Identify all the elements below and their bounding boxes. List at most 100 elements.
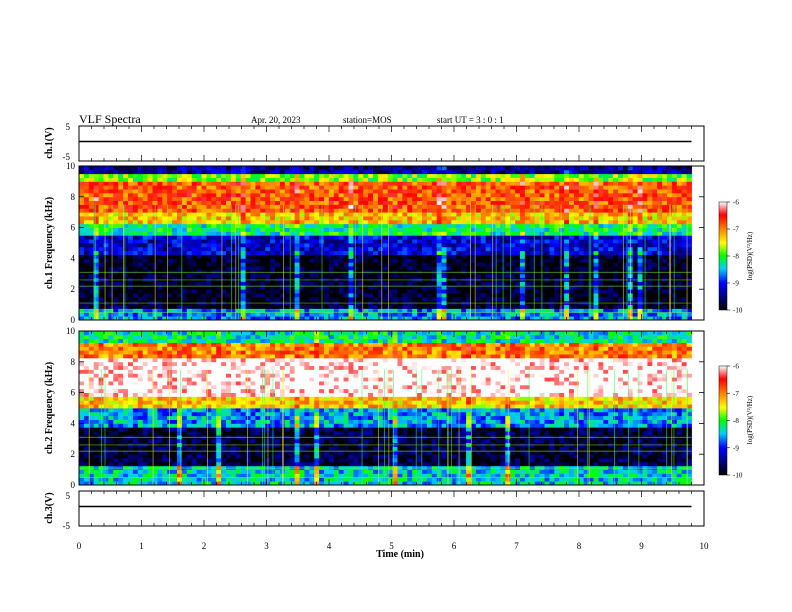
spectrogram-cell: [181, 273, 188, 279]
spectrogram-cell: [132, 208, 139, 213]
spectrogram-cell: [412, 262, 418, 267]
spectrogram-cell: [79, 289, 85, 294]
spectrogram-cell: [226, 200, 232, 205]
spectrogram-cell: [559, 304, 565, 309]
spectrogram-cell: [113, 196, 119, 202]
spectrogram-cell: [368, 235, 374, 240]
spectrogram-cell: [608, 281, 614, 286]
spectrogram-cell: [471, 219, 477, 225]
spectrogram-cell: [431, 296, 438, 302]
spectrogram-cell: [613, 243, 619, 248]
spectrogram-cell: [515, 219, 521, 225]
spectrogram-cell: [275, 227, 281, 232]
spectrogram-cell: [377, 231, 384, 236]
spectrogram-cell: [275, 200, 281, 205]
spectrogram-cell: [211, 235, 217, 240]
spectrogram-cell: [118, 231, 124, 236]
spectrogram-cell: [534, 200, 540, 205]
spectrogram-cell: [196, 212, 202, 217]
spectrogram-cell: [118, 266, 124, 271]
spectrogram-cell: [88, 250, 95, 255]
spectrogram-cell: [343, 254, 349, 259]
spectrogram-cell: [142, 189, 148, 194]
spectrogram-cell: [534, 169, 540, 175]
spectrogram-cell: [485, 304, 491, 309]
spectrogram-cell: [397, 289, 403, 294]
spectrogram-cell: [299, 204, 305, 209]
spectrogram-cell: [402, 250, 408, 255]
spectrogram-cell: [686, 273, 692, 279]
spectrogram-cell: [260, 223, 266, 228]
spectrogram-cell: [637, 266, 643, 271]
spectrogram-cell: [348, 285, 354, 290]
spectrogram-cell: [216, 293, 222, 298]
spectrogram-cell: [309, 235, 315, 240]
spectrogram-cell: [137, 239, 144, 244]
spectrogram-cell: [520, 219, 526, 225]
spectrogram-cell: [397, 293, 403, 298]
spectrogram-cell: [417, 246, 423, 252]
spectrogram-cell: [529, 192, 536, 198]
spectrogram-cell: [358, 208, 364, 213]
spectrogram-cell: [289, 227, 295, 232]
spectrogram-cell: [461, 231, 467, 236]
spectrogram-cell: [93, 200, 99, 205]
spectrogram-cell: [407, 227, 413, 232]
spectrogram-cell: [260, 281, 266, 286]
spectrogram-cell: [245, 177, 251, 182]
spectrogram-cell: [309, 293, 315, 298]
spectrogram-cell: [686, 231, 692, 236]
spectrogram-cell: [461, 254, 467, 259]
spectrogram-cell: [172, 316, 178, 321]
spectrogram-cell: [554, 312, 560, 317]
spectrogram-cell: [671, 200, 678, 205]
spectrogram-cell: [314, 189, 320, 194]
spectrogram-cell: [279, 219, 286, 225]
spectrogram-cell: [377, 258, 384, 263]
spectrogram-cell: [230, 200, 237, 205]
spectrogram-cell: [353, 208, 359, 213]
spectrogram-cell: [608, 181, 614, 186]
spectrogram-cell: [309, 181, 315, 186]
spectrogram-cell: [216, 281, 222, 286]
spectrogram-cell: [221, 227, 227, 232]
spectrogram-cell: [137, 304, 144, 309]
spectrogram-cell: [534, 312, 540, 317]
spectrogram-cell: [573, 196, 580, 202]
spectrogram-cell: [98, 246, 104, 252]
spectrogram-cell: [637, 285, 643, 290]
spectrogram-cell: [485, 227, 491, 232]
spectrogram-cell: [250, 177, 256, 182]
spectrogram-cell: [426, 169, 433, 175]
spectrogram-cell: [363, 243, 369, 248]
spectrogram-cell: [559, 196, 565, 202]
spectrogram-cell: [309, 281, 315, 286]
spectrogram-cell: [441, 239, 447, 244]
spectrogram-cell: [397, 231, 403, 236]
spectrogram-cell: [118, 212, 124, 217]
spectrogram-cell: [358, 250, 364, 255]
spectrogram-cell: [250, 312, 256, 317]
spectrogram-cell: [132, 216, 139, 221]
spectrogram-cell: [637, 262, 643, 267]
spectrogram-cell: [186, 166, 193, 171]
spectrogram-cell: [314, 192, 320, 198]
spectrogram-cell: [647, 227, 653, 232]
spectrogram-cell: [240, 177, 246, 182]
spectrogram-cell: [108, 239, 114, 244]
spectrogram-cell: [226, 181, 232, 186]
spectrogram-cell: [412, 169, 418, 175]
spectrogram-cell: [255, 312, 261, 317]
spectrogram-cell: [108, 185, 114, 190]
spectrogram-cell: [451, 281, 457, 286]
spectrogram-cell: [211, 266, 217, 271]
spectrogram-cell: [157, 227, 163, 232]
spectrogram-cell: [167, 177, 173, 182]
spectrogram-cell: [79, 246, 85, 252]
spectrogram-cell: [598, 216, 604, 221]
spectrogram-cell: [221, 262, 227, 267]
spectrogram-cell: [358, 231, 364, 236]
spectrogram-cell: [123, 196, 129, 202]
spectrogram-cell: [147, 185, 153, 190]
spectrogram-cell: [588, 177, 594, 182]
